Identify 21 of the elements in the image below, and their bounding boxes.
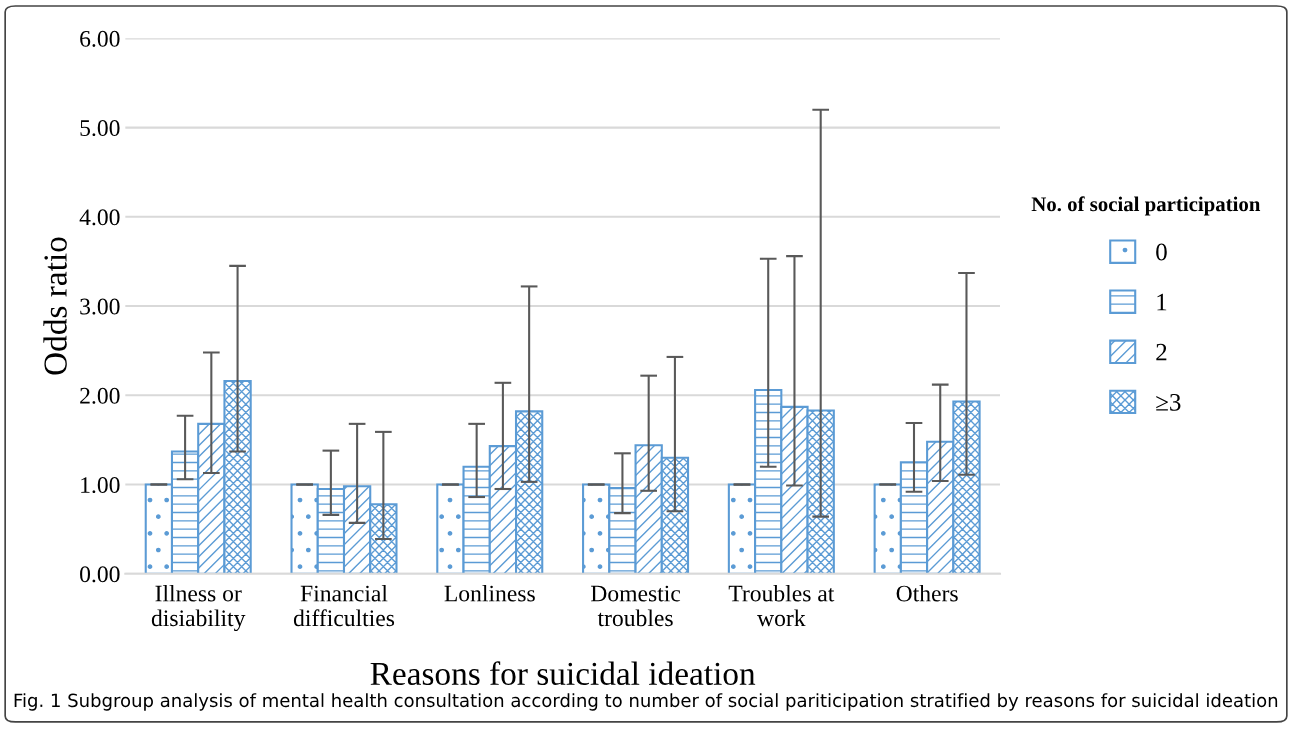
y-tick-label: 2.00 — [80, 387, 120, 404]
legend-title: No. of social participation — [1031, 196, 1261, 216]
legend-label: 1 — [1157, 293, 1167, 311]
x-tick-label: Domestic troubles — [590, 585, 681, 627]
x-tick-label: Lonliness — [444, 584, 535, 602]
y-axis-title: Odds ratio — [43, 237, 67, 375]
x-tick-label: Others — [896, 584, 958, 602]
caption: Fig. 1 Subgroup analysis of mental health consultation according to number of social pariticipation stratified by reasons for suicidal ideation — [14, 693, 1278, 711]
legend-label: 0 — [1156, 243, 1167, 261]
x-axis-title: Reasons for suicidal ideation — [370, 661, 756, 686]
y-tick-label: 0.00 — [80, 566, 120, 583]
y-tick-label: 6.00 — [80, 30, 120, 47]
x-tick-label: Illness or disiability — [151, 584, 246, 632]
y-tick-label: 5.00 — [80, 120, 120, 137]
x-tick-label: Financial difficulties — [293, 584, 395, 627]
y-tick-label: 3.00 — [80, 298, 120, 315]
legend-label: ≥3 — [1156, 393, 1181, 411]
x-tick-label: Troubles at work — [728, 584, 835, 627]
y-tick-label: 1.00 — [81, 477, 120, 494]
y-tick-label: 4.00 — [79, 209, 120, 226]
legend-label: 2 — [1156, 343, 1167, 361]
